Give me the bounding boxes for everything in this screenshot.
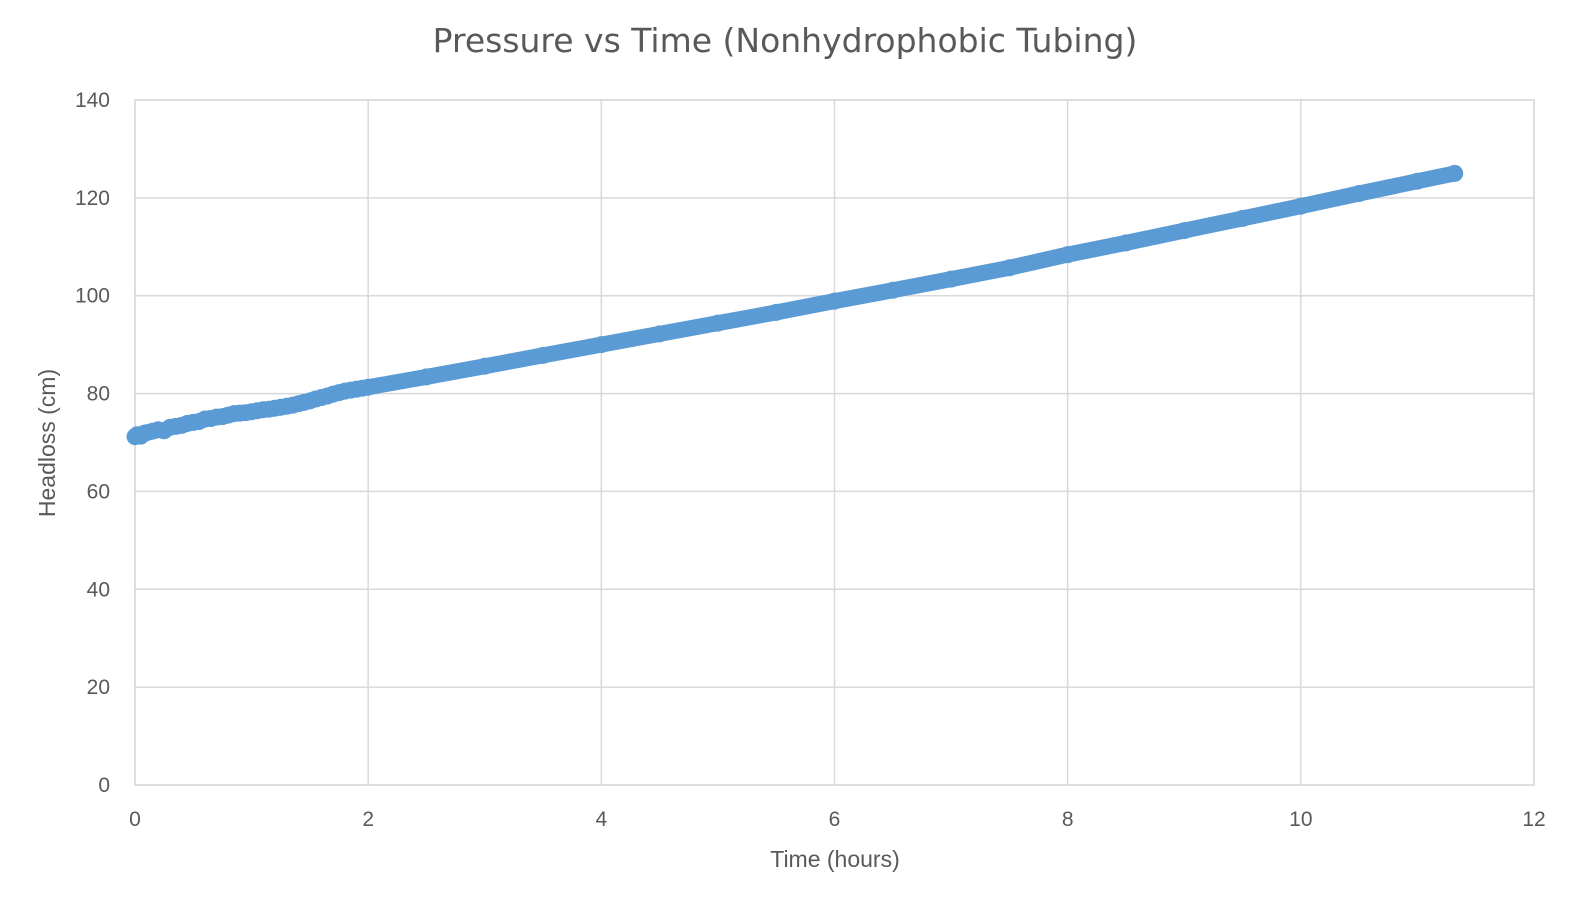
data-point — [418, 368, 435, 386]
chart-title: Pressure vs Time (Nonhydrophobic Tubing) — [433, 21, 1138, 60]
x-tick-label: 2 — [362, 808, 374, 831]
x-tick-label: 12 — [1522, 808, 1545, 831]
data-point — [1446, 164, 1464, 182]
y-tick-label: 120 — [75, 187, 110, 210]
data-point — [826, 292, 843, 310]
data-point — [1234, 209, 1251, 227]
data-point — [1117, 234, 1135, 252]
y-tick-label: 60 — [87, 480, 110, 503]
x-tick-label: 8 — [1062, 808, 1074, 831]
data-point — [1408, 172, 1426, 190]
data-point — [1175, 222, 1193, 240]
data-point — [592, 336, 610, 354]
x-tick-label: 4 — [595, 808, 607, 831]
data-point — [1000, 259, 1018, 277]
data-point — [1292, 197, 1310, 215]
y-tick-label: 0 — [98, 774, 110, 797]
data-point — [476, 357, 494, 375]
x-tick-label: 0 — [129, 808, 141, 831]
y-tick-label: 40 — [87, 578, 110, 601]
x-axis-title: Time (hours) — [770, 846, 900, 872]
y-tick-label: 100 — [75, 285, 110, 308]
data-point — [709, 314, 727, 332]
data-point — [359, 378, 377, 396]
y-tick-label: 20 — [87, 676, 110, 699]
y-tick-label: 140 — [75, 89, 110, 112]
data-point — [1350, 185, 1368, 202]
data-point — [942, 270, 960, 288]
tick-labels: 0 20 40 60 80 100 120 140 0 2 4 6 8 10 12 — [75, 89, 1546, 831]
data-point — [884, 281, 902, 299]
x-tick-label: 10 — [1289, 808, 1312, 831]
data-point — [534, 346, 552, 364]
data-series — [126, 164, 1464, 446]
y-tick-label: 80 — [87, 383, 110, 406]
data-point — [1059, 246, 1077, 264]
data-point — [651, 325, 669, 343]
y-axis-title: Headloss (cm) — [34, 369, 60, 517]
data-point — [767, 303, 785, 321]
x-tick-label: 6 — [829, 808, 841, 831]
